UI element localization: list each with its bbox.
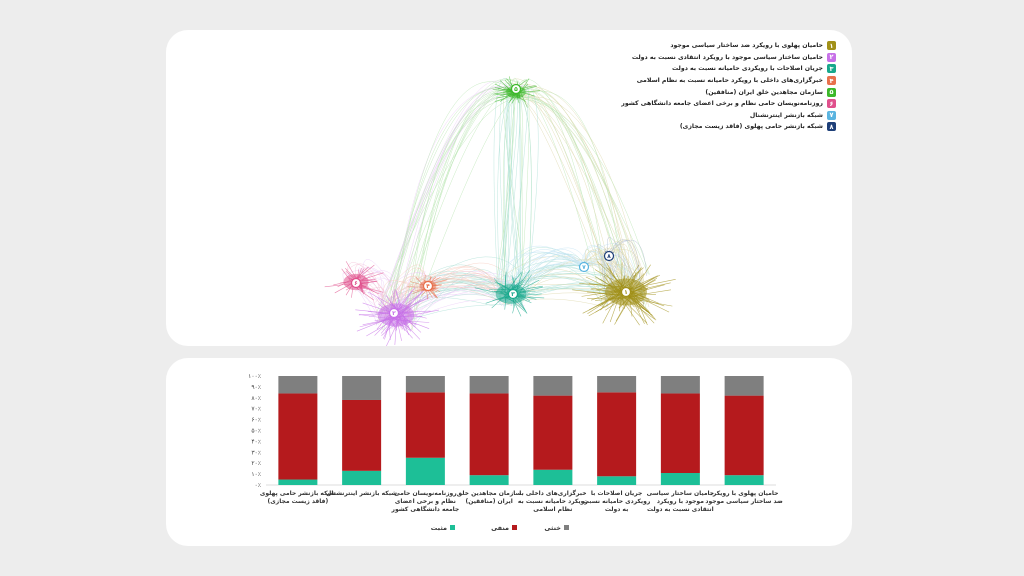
legend-number-badge: ۵ bbox=[827, 87, 836, 97]
legend-label: خبرگزاری‌های داخلی با رویکرد حامیانه نسب… bbox=[636, 77, 823, 85]
legend-number-badge: ۳ bbox=[827, 64, 836, 74]
cluster-marker-label: ۶ bbox=[354, 280, 358, 287]
cluster-marker-label: ۵ bbox=[514, 86, 518, 93]
bar-segment-negative bbox=[660, 393, 700, 474]
legend-label: حامیان پهلوی با رویکرد ضد ساختار سیاسی م… bbox=[670, 42, 823, 50]
y-tick-label: ۷۰٪ bbox=[251, 406, 261, 413]
chart-card: ۰٪ ۱۰٪ ۲۰٪ ۳۰٪ ۴۰٪ ۵۰٪ ۶۰٪ ۷۰٪ ۸۰٪ ۹۰٪ ۱۰۰٪ حامیان … bbox=[166, 358, 852, 546]
bar-segment-neutral bbox=[533, 376, 573, 396]
legend-item: ۳ جریان اصلاحات با رویکردی حامیانه نسبت ب… bbox=[621, 63, 836, 75]
bar-segment-negative bbox=[724, 395, 764, 476]
legend-item: ۴ خبرگزاری‌های داخلی با رویکرد حامیانه نس… bbox=[621, 75, 836, 87]
cluster-marker: ۷ bbox=[578, 261, 590, 273]
stacked-bar-chart: ۰٪ ۱۰٪ ۲۰٪ ۳۰٪ ۴۰٪ ۵۰٪ ۶۰٪ ۷۰٪ ۸۰٪ ۹۰٪ ۱۰۰٪ حامیان … bbox=[248, 373, 783, 532]
x-tick-label: جریان اصلاحات با رویکردی حامیانه نسبت به د… bbox=[583, 490, 651, 513]
cluster-marker: ۸ bbox=[603, 250, 615, 262]
legend-number-badge: ۴ bbox=[827, 76, 836, 86]
cluster-marker-label: ۷ bbox=[582, 264, 586, 271]
cluster-1 bbox=[572, 261, 676, 326]
legend-number-badge: ۷ bbox=[827, 110, 836, 120]
bar-segment-positive bbox=[597, 476, 637, 485]
legend-label: روزنامه‌نویسان حامی نظام و برخی اعضای جا… bbox=[621, 100, 823, 108]
legend-number-badge: ۶ bbox=[827, 99, 836, 109]
legend-label: جریان اصلاحات با رویکردی حامیانه نسبت به… bbox=[672, 65, 823, 73]
y-tick-label: ۰٪ bbox=[255, 482, 261, 489]
cluster-marker-label: ۱ bbox=[624, 289, 628, 296]
bar-segment-positive bbox=[469, 475, 509, 485]
y-tick-label: ۱۰۰٪ bbox=[248, 373, 261, 380]
legend-label: شبکه بازنشر حامی پهلوی (فاقد زیست مجازی) bbox=[679, 123, 823, 131]
cluster-marker: ۴ bbox=[422, 280, 434, 292]
bar-segment-neutral bbox=[342, 376, 382, 400]
bar-segment-positive bbox=[342, 470, 382, 485]
x-tick-label: سازمان مجاهدین خلق ایران (منافقین) bbox=[457, 490, 522, 505]
y-tick-label: ۱۰٪ bbox=[251, 471, 261, 478]
y-tick-label: ۶۰٪ bbox=[251, 417, 261, 424]
bar-segment-positive bbox=[724, 475, 764, 485]
bar-segment-neutral bbox=[597, 376, 637, 393]
legend-item: ۸ شبکه بازنشر حامی پهلوی (فاقد زیست مجازی… bbox=[621, 121, 836, 133]
legend-item: ۵ سازمان مجاهدین خلق ایران (منافقین) bbox=[621, 86, 836, 98]
legend-number-badge: ۲ bbox=[827, 52, 836, 62]
bar-segment-neutral bbox=[405, 376, 445, 393]
x-tick-label: روزنامه‌نویسان حامی نظام و برخی اعضای جامع… bbox=[390, 490, 459, 513]
cluster-marker-label: ۲ bbox=[392, 310, 396, 317]
legend-swatch bbox=[564, 525, 569, 530]
y-tick-label: ۸۰٪ bbox=[251, 395, 261, 402]
bar-segment-neutral bbox=[278, 376, 318, 394]
y-tick-label: ۳۰٪ bbox=[251, 449, 261, 456]
cluster-marker: ۵ bbox=[510, 83, 522, 95]
legend-label: شبکه بازنشر اینترنشنال bbox=[749, 111, 823, 119]
x-tick-label: شبکه بازنشر اینترنشنال bbox=[326, 490, 397, 497]
y-axis: ۰٪ ۱۰٪ ۲۰٪ ۳۰٪ ۴۰٪ ۵۰٪ ۶۰٪ ۷۰٪ ۸۰٪ ۹۰٪ ۱۰۰٪ bbox=[248, 373, 261, 489]
bar-segment-positive bbox=[533, 469, 573, 485]
bars bbox=[278, 376, 764, 485]
cluster-marker: ۶ bbox=[350, 277, 362, 289]
bar-segment-positive bbox=[405, 457, 445, 485]
x-tick-label: شبکه بازنشر حامی پهلوی (فاقد زیست مجازی) bbox=[260, 490, 336, 505]
y-tick-label: ۴۰٪ bbox=[251, 438, 261, 445]
x-tick-label: حامیان پهلوی با رویکرد ضد ساختار سیاسی مو… bbox=[705, 490, 783, 505]
legend-item: ۱ حامیان پهلوی با رویکرد ضد ساختار سیاسی … bbox=[621, 40, 836, 52]
legend-label: خنثی bbox=[544, 524, 561, 532]
cluster-marker-label: ۴ bbox=[426, 283, 430, 290]
bar-segment-negative bbox=[533, 395, 573, 470]
bar-segment-negative bbox=[469, 393, 509, 476]
y-tick-label: ۵۰٪ bbox=[251, 428, 261, 435]
cluster-marker-label: ۸ bbox=[607, 253, 611, 260]
x-tick-label: حامیان ساختار سیاسی موجود با رویکرد انتقاد… bbox=[647, 490, 715, 513]
bar-segment-neutral bbox=[469, 376, 509, 394]
bar-segment-negative bbox=[405, 392, 445, 458]
cluster-marker-label: ۳ bbox=[511, 291, 515, 298]
chart-legend: خنثی منفی مثبت bbox=[431, 524, 569, 532]
y-tick-label: ۲۰٪ bbox=[251, 460, 261, 467]
legend-label: سازمان مجاهدین خلق ایران (منافقین) bbox=[705, 88, 823, 96]
cluster-markers: ۱ ۲ ۳ ۴ ۵ ۶ ۷ ۸ bbox=[350, 83, 632, 319]
legend-item: ۶ روزنامه‌نویسان حامی نظام و برخی اعضای ج… bbox=[621, 98, 836, 110]
legend-label: مثبت bbox=[431, 524, 447, 532]
legend-label: حامیان ساختار سیاسی موجود با رویکرد انتق… bbox=[631, 53, 823, 61]
legend-item: ۲ حامیان ساختار سیاسی موجود با رویکرد انت… bbox=[621, 52, 836, 64]
x-tick-label: خبرگزاری‌های داخلی با رویکرد حامیانه نسبت… bbox=[518, 489, 588, 513]
legend-label: منفی bbox=[491, 524, 509, 532]
bar-segment-neutral bbox=[724, 376, 764, 396]
bar-segment-negative bbox=[597, 392, 637, 477]
y-tick-label: ۹۰٪ bbox=[251, 384, 261, 391]
legend-swatch bbox=[450, 525, 455, 530]
bar-segment-positive bbox=[278, 479, 318, 485]
cluster-marker: ۲ bbox=[388, 307, 400, 319]
legend-swatch bbox=[512, 525, 517, 530]
bar-segment-negative bbox=[278, 393, 318, 480]
bar-segment-positive bbox=[660, 473, 700, 485]
legend-item: ۷ شبکه بازنشر اینترنشنال bbox=[621, 110, 836, 122]
bar-segment-neutral bbox=[660, 376, 700, 394]
cluster-marker: ۳ bbox=[507, 288, 519, 300]
bar-segment-negative bbox=[342, 399, 382, 471]
network-graph: ۱ ۲ ۳ ۴ ۵ ۶ ۷ ۸ bbox=[324, 76, 676, 346]
network-legend: ۱ حامیان پهلوی با رویکرد ضد ساختار سیاسی … bbox=[621, 40, 836, 133]
legend-number-badge: ۸ bbox=[827, 122, 836, 132]
legend-number-badge: ۱ bbox=[827, 41, 836, 51]
cluster-marker: ۱ bbox=[620, 286, 632, 298]
